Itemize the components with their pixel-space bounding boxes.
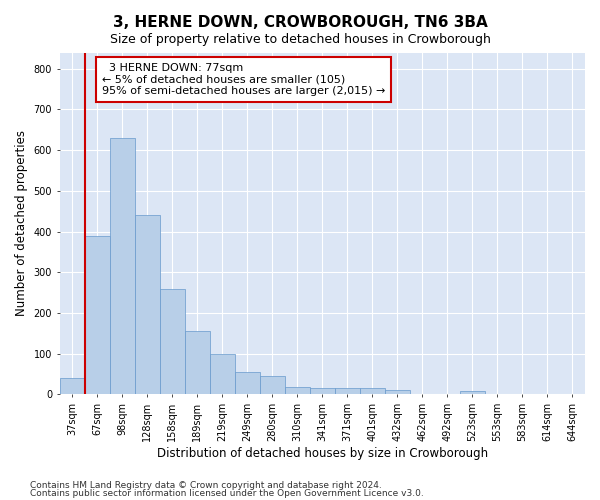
Bar	[460, 391, 485, 394]
Text: Contains HM Land Registry data © Crown copyright and database right 2024.: Contains HM Land Registry data © Crown c…	[30, 480, 382, 490]
Text: Size of property relative to detached houses in Crowborough: Size of property relative to detached ho…	[110, 32, 490, 46]
Bar	[185, 332, 210, 394]
Bar	[310, 388, 335, 394]
Bar	[85, 236, 110, 394]
Bar	[385, 390, 410, 394]
Text: 3 HERNE DOWN: 77sqm
← 5% of detached houses are smaller (105)
95% of semi-detach: 3 HERNE DOWN: 77sqm ← 5% of detached hou…	[102, 63, 385, 96]
Y-axis label: Number of detached properties: Number of detached properties	[15, 130, 28, 316]
X-axis label: Distribution of detached houses by size in Crowborough: Distribution of detached houses by size …	[157, 447, 488, 460]
Bar	[235, 372, 260, 394]
Bar	[360, 388, 385, 394]
Bar	[160, 288, 185, 395]
Bar	[260, 376, 285, 394]
Bar	[210, 354, 235, 395]
Bar	[59, 378, 85, 394]
Text: Contains public sector information licensed under the Open Government Licence v3: Contains public sector information licen…	[30, 489, 424, 498]
Bar	[335, 388, 360, 394]
Bar	[285, 387, 310, 394]
Text: 3, HERNE DOWN, CROWBOROUGH, TN6 3BA: 3, HERNE DOWN, CROWBOROUGH, TN6 3BA	[113, 15, 487, 30]
Bar	[135, 216, 160, 394]
Bar	[110, 138, 135, 394]
